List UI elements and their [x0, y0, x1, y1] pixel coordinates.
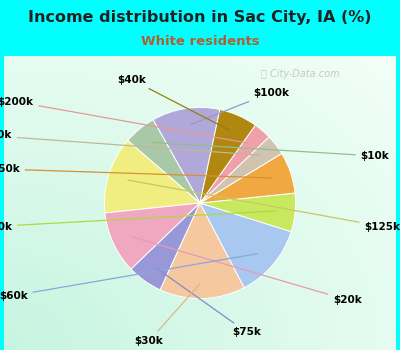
Text: Ⓜ City-Data.com: Ⓜ City-Data.com — [261, 69, 340, 79]
Text: White residents: White residents — [141, 35, 259, 48]
Wedge shape — [200, 203, 291, 288]
Text: $125k: $125k — [128, 180, 400, 231]
Wedge shape — [160, 203, 244, 299]
Wedge shape — [131, 203, 200, 290]
Wedge shape — [200, 137, 282, 203]
Text: $200k: $200k — [0, 97, 248, 143]
Wedge shape — [200, 125, 269, 203]
Wedge shape — [200, 154, 295, 203]
Text: $50k: $50k — [0, 164, 272, 178]
Text: $30k: $30k — [135, 284, 200, 346]
Wedge shape — [105, 203, 200, 269]
Text: Income distribution in Sac City, IA (%): Income distribution in Sac City, IA (%) — [28, 10, 372, 25]
Text: $150k: $150k — [0, 211, 275, 231]
Wedge shape — [200, 110, 255, 203]
Wedge shape — [128, 120, 200, 203]
Text: $40k: $40k — [117, 75, 229, 130]
Wedge shape — [200, 193, 296, 232]
Wedge shape — [104, 141, 200, 213]
Text: $60k: $60k — [0, 254, 257, 301]
Text: $20k: $20k — [132, 237, 362, 305]
Text: > $200k: > $200k — [0, 131, 259, 155]
Text: $75k: $75k — [157, 268, 262, 337]
Text: $10k: $10k — [153, 142, 390, 161]
Wedge shape — [153, 107, 220, 203]
Text: $100k: $100k — [191, 88, 289, 125]
